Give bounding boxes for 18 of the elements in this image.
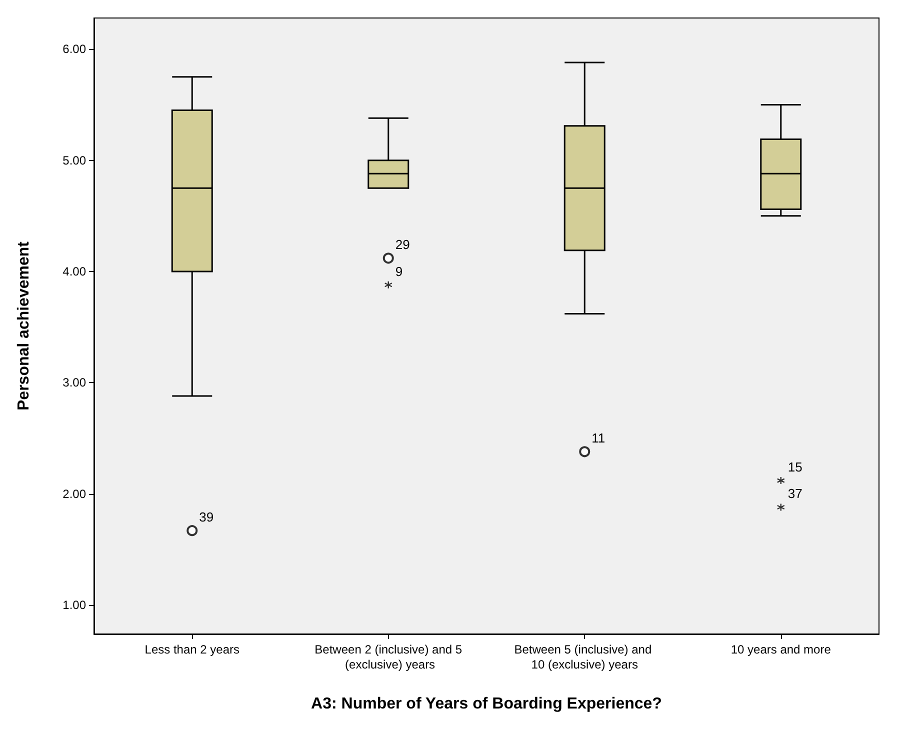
x-tick-label: Less than 2 years <box>144 642 240 656</box>
y-tick-label: 4.00 <box>62 264 86 279</box>
x-tick-label: Between 5 (inclusive) and 10 (exclusive) years <box>514 642 655 672</box>
annotation: 39 <box>199 510 214 525</box>
y-tick-label: 5.00 <box>62 153 86 168</box>
annotation: 11 <box>592 430 606 446</box>
x-tick-label: Between 2 (inclusive) and 5 (exclusive) years <box>314 642 462 672</box>
y-tick-label: 6.00 <box>62 42 86 56</box>
annotation: 37 <box>788 486 802 502</box>
y-tick-label: 1.00 <box>62 598 86 612</box>
y-tick-label: 2.00 <box>62 486 86 501</box>
x-axis-title: A3: Number of Years of Boarding Experience? <box>311 696 662 712</box>
y-tick-label: 3.00 <box>62 376 86 390</box>
y-axis-title: Personal achievement <box>16 240 32 410</box>
x-tick-label: 10 years and more <box>730 642 832 656</box>
annotation: 29 <box>395 237 410 252</box>
annotation: 9 <box>395 264 403 279</box>
annotation: 15 <box>788 460 802 475</box>
